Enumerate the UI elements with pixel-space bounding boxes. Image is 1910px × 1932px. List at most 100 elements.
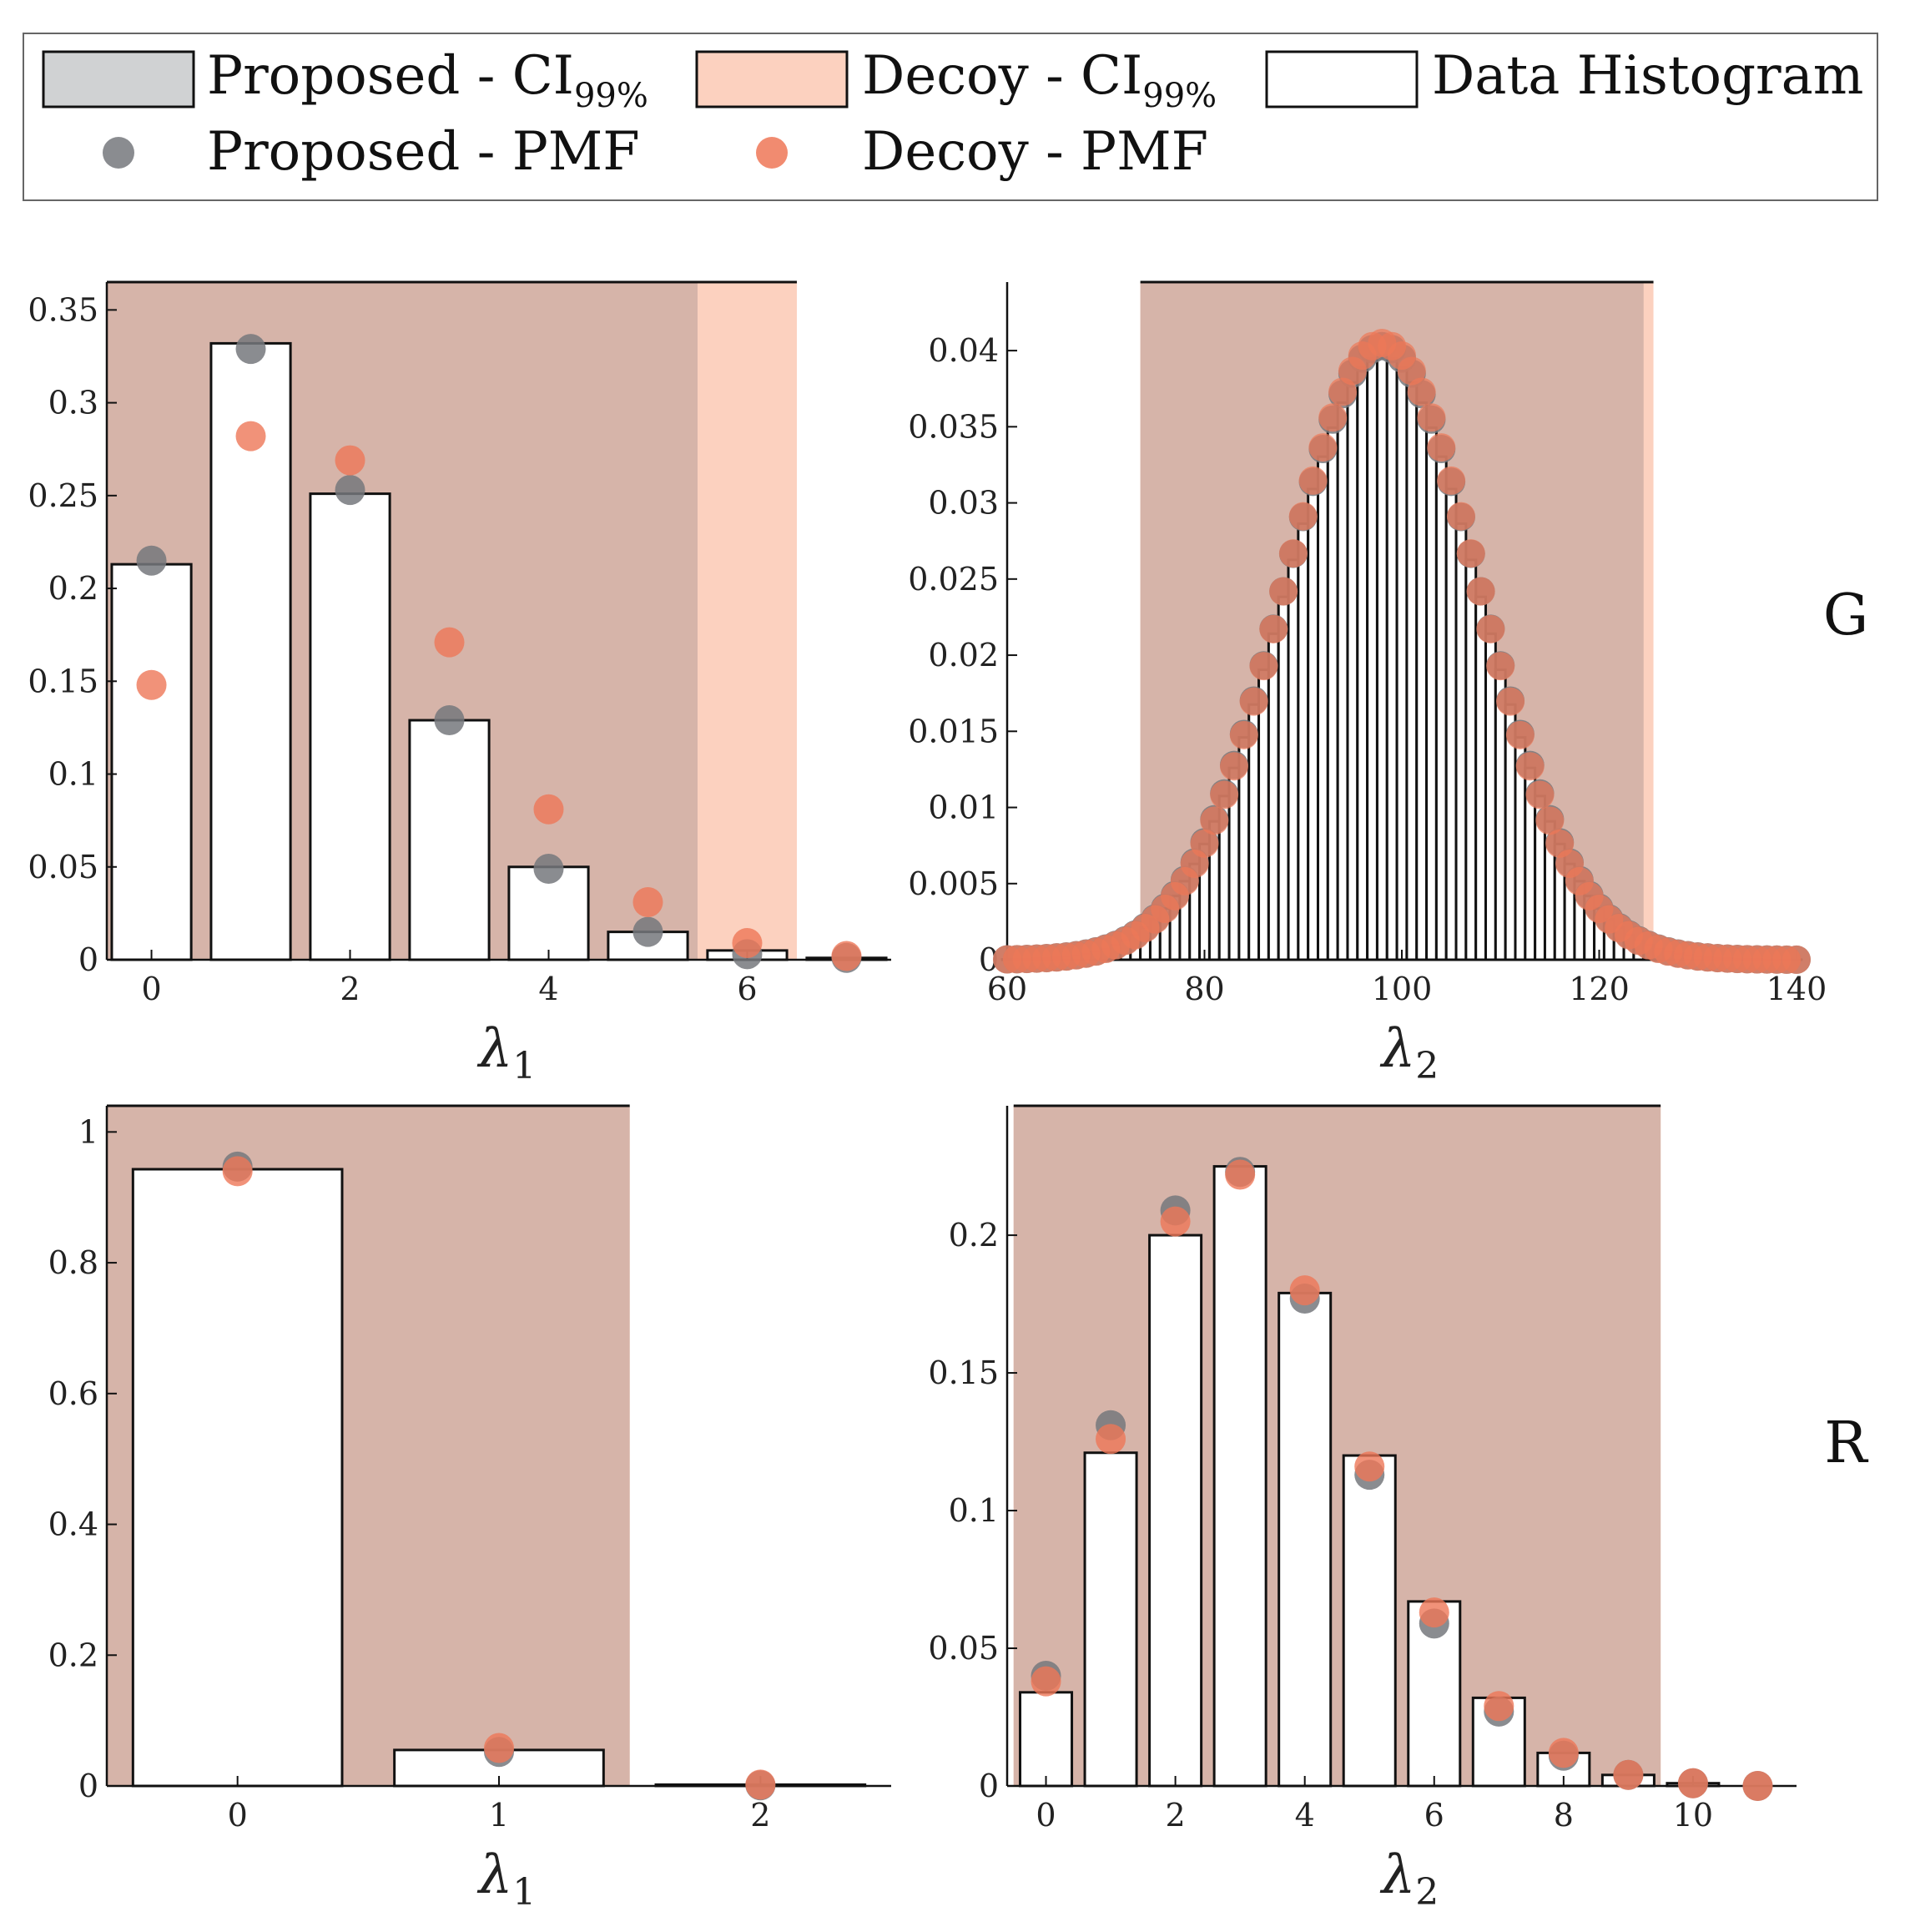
decoy-pmf-point — [1419, 1597, 1449, 1628]
legend-decoy-pmf-dot — [756, 137, 788, 169]
decoy-pmf-point — [1456, 539, 1485, 568]
histogram-bar — [1326, 426, 1339, 961]
decoy-pmf-point — [1476, 614, 1505, 643]
decoy-pmf-point — [1289, 1275, 1320, 1306]
histogram-bar — [1267, 632, 1280, 961]
histogram-bar — [1375, 354, 1388, 961]
decoy-pmf-point — [1525, 780, 1555, 810]
x-tick-label: 2 — [750, 1797, 770, 1834]
x-tick-label: 1 — [489, 1797, 509, 1834]
x-axis-label: λ1 — [476, 1018, 537, 1087]
decoy-pmf-point — [1210, 780, 1239, 810]
histogram-bar — [1316, 455, 1329, 961]
x-tick-label: 10 — [1673, 1797, 1713, 1834]
legend-histogram-swatch — [1265, 50, 1419, 108]
histogram-bar — [1287, 558, 1300, 961]
y-tick-label: 0.01 — [928, 789, 999, 826]
histogram-bar — [1278, 1291, 1333, 1788]
x-tick-label: 4 — [1295, 1797, 1315, 1834]
histogram-bar — [408, 719, 491, 961]
x-tick-label: 140 — [1766, 971, 1827, 1007]
x-tick-label: 6 — [1424, 1797, 1444, 1834]
y-tick-label: 0.025 — [908, 561, 999, 598]
y-tick-label: 0.035 — [908, 408, 999, 445]
decoy-pmf-point — [533, 794, 564, 825]
decoy-pmf-point — [1535, 806, 1565, 835]
histogram-bar — [1434, 455, 1448, 961]
x-tick-label: 80 — [1184, 971, 1224, 1007]
decoy-pmf-point — [1427, 433, 1456, 462]
y-tick-label: 0 — [78, 941, 98, 978]
histogram-bar — [1484, 632, 1497, 961]
decoy-pmf-point — [222, 1156, 253, 1187]
decoy-pmf-point — [1259, 614, 1288, 643]
histogram-bar — [1444, 487, 1458, 961]
histogram-bar — [1148, 1233, 1203, 1788]
x-axis-label: λ2 — [1379, 1018, 1439, 1087]
row-label-g: G — [1823, 583, 1868, 648]
decoy-pmf-point — [1486, 652, 1515, 681]
x-axis-label: λ1 — [476, 1844, 537, 1914]
row-label-r: R — [1824, 1410, 1868, 1476]
y-tick-label: 1 — [78, 1113, 98, 1150]
y-tick-label: 0 — [78, 1768, 98, 1804]
histogram-bar — [1336, 401, 1349, 961]
decoy-pmf-point — [1160, 1206, 1191, 1237]
decoy-pmf-point — [1318, 403, 1348, 432]
decoy-pmf-point — [1407, 377, 1436, 406]
decoy-pmf-point — [1269, 577, 1298, 606]
x-tick-label: 4 — [538, 971, 558, 1007]
histogram-bar — [1425, 426, 1438, 961]
proposed-pmf-point — [632, 916, 663, 947]
legend-histogram-label: Data Histogram — [1432, 45, 1863, 107]
x-axis-label: λ2 — [1379, 1844, 1439, 1914]
histogram-bar — [131, 1168, 344, 1788]
histogram-bar — [1454, 522, 1468, 961]
histogram-bar — [1342, 1454, 1397, 1788]
x-tick-label: 8 — [1554, 1797, 1574, 1834]
decoy-pmf-point — [1229, 720, 1258, 749]
y-tick-label: 0.03 — [928, 485, 999, 522]
y-tick-label: 0.2 — [48, 1637, 98, 1673]
histogram-bar — [1019, 1691, 1074, 1788]
decoy-pmf-point — [1742, 1771, 1773, 1801]
histogram-bar — [1212, 1165, 1267, 1788]
histogram-bar — [1395, 366, 1409, 961]
panel-r-lambda1: 0 0.2 0.4 0.6 0.8 1 0 1 2 λ1 — [48, 1104, 891, 1914]
histogram-bar — [1385, 356, 1398, 961]
histogram-bar — [1356, 366, 1369, 961]
histogram-bar — [1474, 595, 1488, 961]
x-tick-label: 2 — [340, 971, 360, 1007]
decoy-pmf-point — [1677, 1768, 1708, 1798]
decoy-pmf-point — [1219, 752, 1248, 781]
histogram-bar — [1366, 356, 1378, 961]
histogram-bar — [1297, 522, 1310, 961]
y-tick-label: 0.4 — [48, 1506, 98, 1543]
decoy-pmf-point — [434, 627, 465, 658]
decoy-pmf-point — [1417, 403, 1446, 432]
decoy-pmf-point — [1354, 1451, 1385, 1482]
panel-g-lambda1: 0 0.05 0.1 0.15 0.2 0.25 0.3 0.35 0 2 4 6 λ1 — [28, 280, 891, 1087]
decoy-pmf-point — [1239, 687, 1268, 716]
decoy-pmf-point — [1484, 1691, 1514, 1722]
y-tick-label: 0.2 — [949, 1217, 999, 1254]
decoy-pmf-point — [1437, 466, 1466, 495]
decoy-pmf-point — [1515, 752, 1545, 781]
decoy-pmf-point — [1096, 1424, 1126, 1455]
y-tick-label: 0.15 — [28, 663, 98, 699]
histogram-bar — [110, 562, 193, 961]
legend-proposed-ci-swatch — [42, 50, 195, 108]
x-tick-label: 0 — [141, 971, 161, 1007]
x-tick-label: 120 — [1569, 971, 1630, 1007]
legend-proposed-ci-label: Proposed - CI99% — [207, 45, 648, 115]
proposed-pmf-point — [533, 853, 564, 884]
proposed-pmf-point — [434, 705, 465, 736]
histogram-bar — [1307, 487, 1319, 961]
decoy-pmf-point — [732, 927, 763, 958]
y-tick-label: 0.3 — [48, 385, 98, 421]
y-tick-label: 0.1 — [48, 756, 98, 793]
decoy-pmf-point — [831, 941, 862, 971]
decoy-pmf-point — [1496, 687, 1525, 716]
